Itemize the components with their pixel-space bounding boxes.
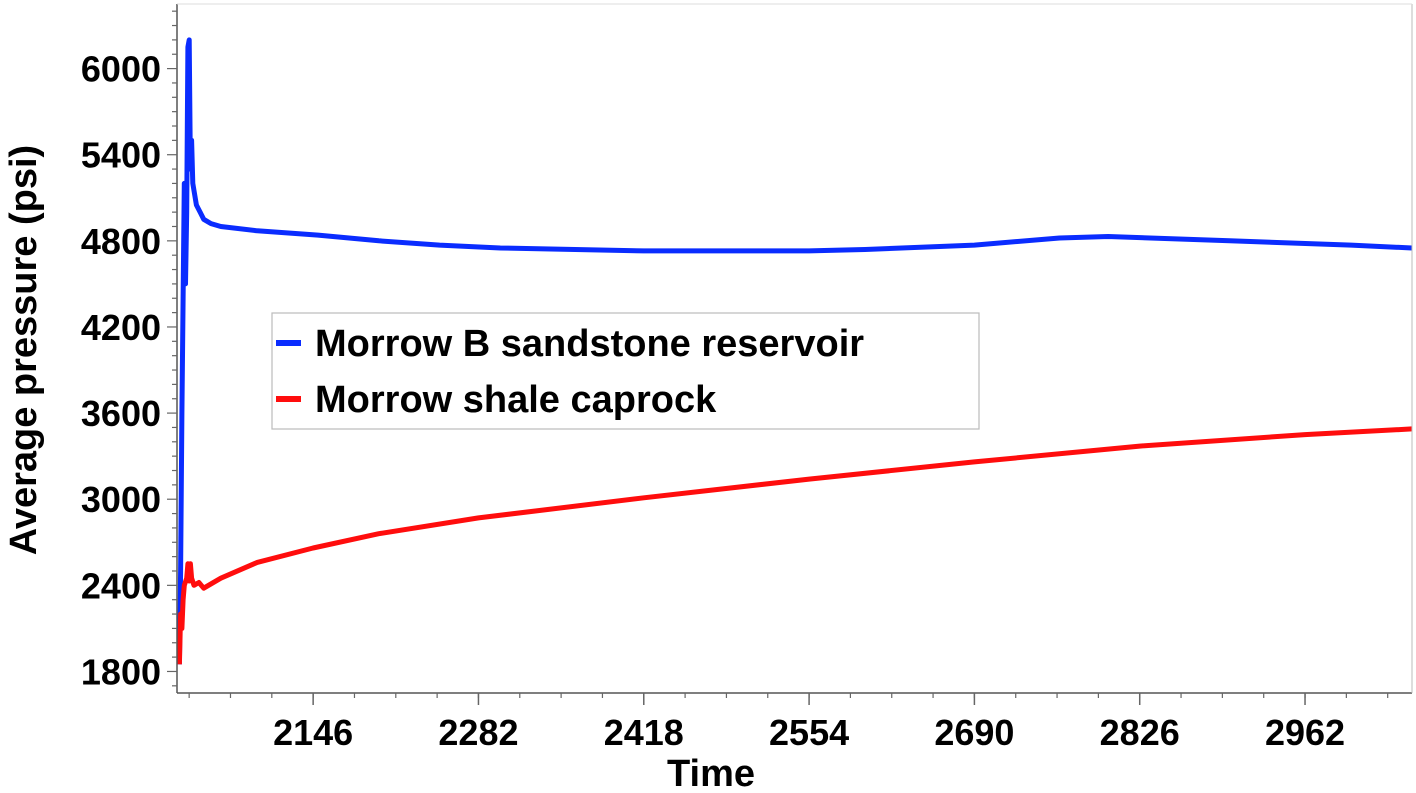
legend-box (271, 312, 980, 430)
x-tick-label: 2690 (934, 712, 1014, 753)
y-tick-label: 4200 (81, 307, 161, 348)
x-tick-label: 2826 (1100, 712, 1180, 753)
legend-label: Morrow B sandstone reservoir (315, 323, 864, 365)
y-tick-label: 5400 (81, 135, 161, 176)
x-tick-label: 2146 (273, 712, 353, 753)
x-tick-label: 2962 (1265, 712, 1345, 753)
y-tick-label: 6000 (81, 49, 161, 90)
y-tick-label: 2400 (81, 565, 161, 606)
series-line-2 (176, 426, 1413, 665)
series-line-1 (176, 37, 1413, 665)
axes-layer: 1800 2400 3000 3600 4200 4800 5400 6000 2146 2282… (81, 3, 1413, 753)
y-tick-label: 1800 (81, 651, 161, 692)
x-tick-label: 2418 (604, 712, 684, 753)
series-layer (176, 37, 1413, 665)
y-tick-label: 4800 (81, 221, 161, 262)
y-tick-label: 3000 (81, 479, 161, 520)
x-tick-label: 2282 (438, 712, 518, 753)
x-tick-label: 2554 (769, 712, 849, 753)
legend-label: Morrow shale caprock (315, 379, 717, 421)
legend: Morrow B sandstone reservoir Morrow shale… (271, 312, 980, 430)
x-axis-title: Time (667, 753, 755, 793)
y-axis-title: Average pressure (psi) (3, 145, 45, 555)
y-tick-label: 3600 (81, 393, 161, 434)
